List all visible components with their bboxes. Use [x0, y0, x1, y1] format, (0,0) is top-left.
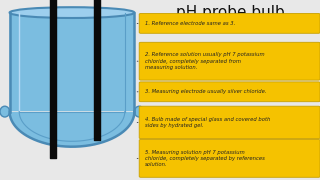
FancyBboxPatch shape — [139, 140, 320, 177]
Text: 5. Measuring solution pH 7 potassium
chloride, completely separated by reference: 5. Measuring solution pH 7 potassium chl… — [145, 150, 265, 167]
Ellipse shape — [134, 106, 144, 117]
Polygon shape — [10, 13, 134, 147]
Text: pH probe bulb: pH probe bulb — [176, 5, 285, 20]
FancyBboxPatch shape — [139, 82, 320, 102]
Text: 2. Reference solution usually pH 7 potassium
chloride, completely separated from: 2. Reference solution usually pH 7 potas… — [145, 53, 264, 70]
Ellipse shape — [0, 106, 10, 117]
Text: 4: 4 — [310, 168, 315, 177]
FancyBboxPatch shape — [139, 14, 320, 33]
Text: 1. Reference electrode same as 3.: 1. Reference electrode same as 3. — [145, 21, 235, 26]
Text: 3. Measuring electrode usually silver chloride.: 3. Measuring electrode usually silver ch… — [145, 89, 266, 94]
Text: 4. Bulb made of special glass and covered both
sides by hydrated gel.: 4. Bulb made of special glass and covere… — [145, 117, 270, 128]
FancyBboxPatch shape — [139, 42, 320, 80]
FancyBboxPatch shape — [139, 106, 320, 139]
Ellipse shape — [10, 7, 134, 18]
